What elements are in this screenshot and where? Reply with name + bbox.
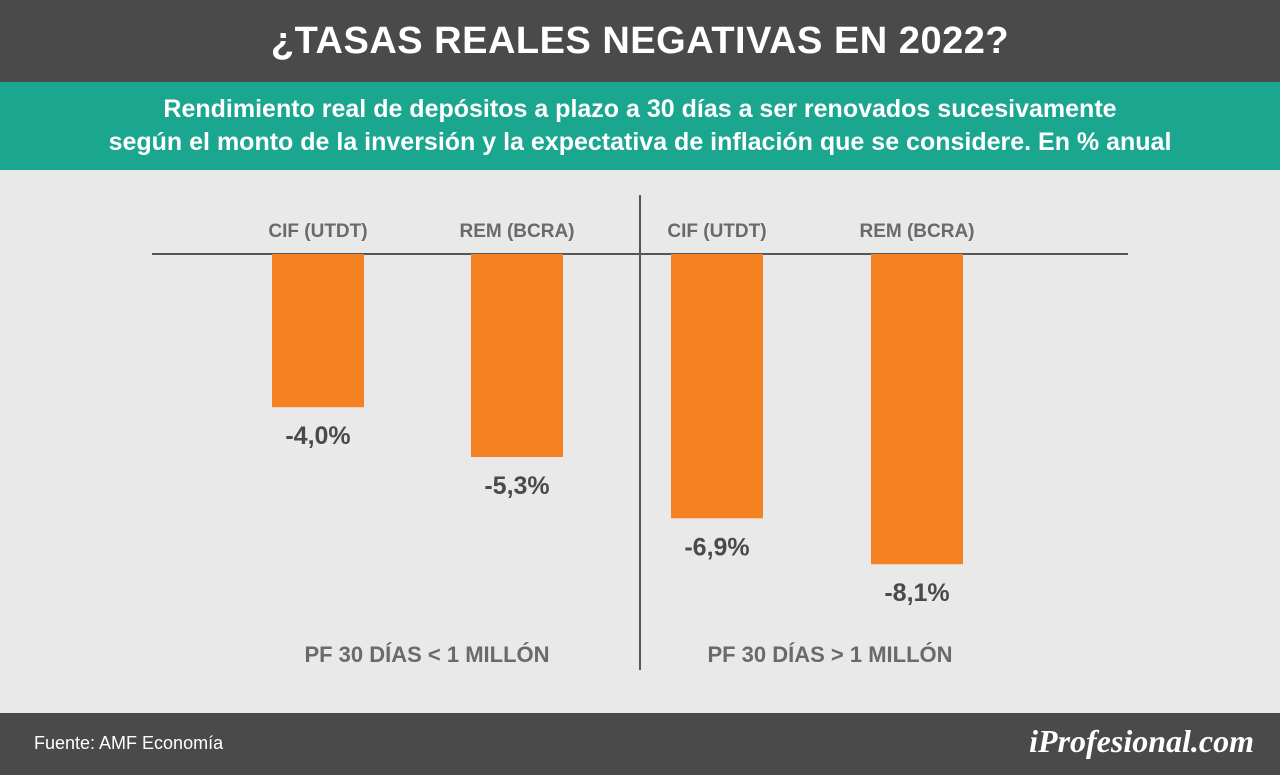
- footer: Fuente: AMF Economía iProfesional.com: [0, 713, 1280, 775]
- bar: [471, 254, 563, 457]
- data-label: -6,9%: [684, 533, 749, 561]
- title-banner: ¿TASAS REALES NEGATIVAS EN 2022?: [0, 0, 1280, 82]
- group-label: PF 30 DÍAS < 1 MILLÓN: [304, 642, 549, 667]
- category-label: REM (BCRA): [459, 221, 574, 242]
- category-label: CIF (UTDT): [268, 221, 367, 242]
- group-label: PF 30 DÍAS > 1 MILLÓN: [707, 642, 952, 667]
- category-label: REM (BCRA): [859, 221, 974, 242]
- bar: [671, 254, 763, 519]
- chart-title: ¿TASAS REALES NEGATIVAS EN 2022?: [270, 19, 1010, 62]
- subtitle-line-1: Rendimiento real de depósitos a plazo a …: [163, 95, 1117, 123]
- source-note: Fuente: AMF Economía: [34, 733, 224, 753]
- chart-area: CIF (UTDT) -4,0% REM (BCRA) -5,3% PF 30 DÍAS…: [0, 170, 1280, 713]
- bar: [272, 254, 364, 408]
- subtitle-line-2: según el monto de la inversión y la expe…: [108, 128, 1172, 156]
- category-label: CIF (UTDT): [667, 221, 766, 242]
- data-label: -4,0%: [285, 422, 350, 450]
- data-label: -8,1%: [884, 579, 949, 607]
- bar: [871, 254, 963, 565]
- data-label: -5,3%: [484, 472, 549, 500]
- chart-subtitle: Rendimiento real de depósitos a plazo a …: [20, 93, 1260, 159]
- subtitle-banner: Rendimiento real de depósitos a plazo a …: [0, 82, 1280, 170]
- brand-logo: iProfesional.com: [1029, 723, 1254, 759]
- bar-chart: CIF (UTDT) -4,0% REM (BCRA) -5,3% PF 30 DÍAS…: [152, 195, 1128, 670]
